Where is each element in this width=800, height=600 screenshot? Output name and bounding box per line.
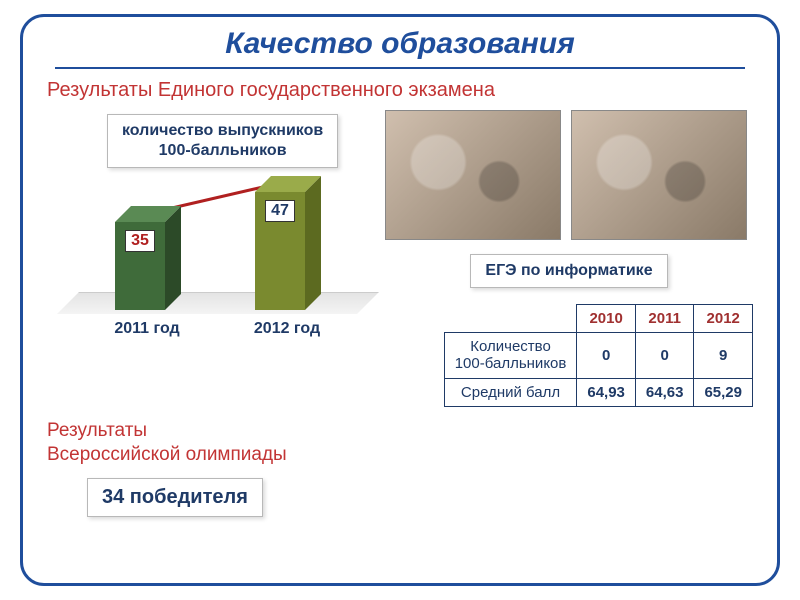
cell-1-1: 64,63 — [635, 378, 694, 406]
row-label-1: Средний балл — [444, 378, 577, 406]
results-table: 2010 2011 2012 Количество 100-балльников… — [444, 304, 753, 407]
bar-chart: количество выпускников 100-балльников 35 — [47, 114, 377, 344]
row-label-0: Количество 100-балльников — [444, 333, 577, 379]
subtitle: Результаты Единого государственного экза… — [47, 79, 753, 102]
winners-box: 34 победителя — [87, 478, 263, 517]
x-label-0: 2011 год — [77, 320, 217, 338]
olymp-line2: Всероссийской олимпиады — [47, 443, 753, 468]
table-row: Средний балл 64,93 64,63 65,29 — [444, 378, 752, 406]
table-row: Количество 100-балльников 0 0 9 — [444, 333, 752, 379]
th-2012: 2012 — [694, 305, 753, 333]
cell-0-0: 0 — [577, 333, 636, 379]
content-row: количество выпускников 100-балльников 35 — [47, 110, 753, 407]
table-corner — [444, 305, 577, 333]
slide-frame: Качество образования Результаты Единого … — [20, 14, 780, 586]
table-header-row: 2010 2011 2012 — [444, 305, 752, 333]
divider — [55, 67, 745, 69]
chart-bars: 35 47 — [77, 160, 367, 310]
chart-x-labels: 2011 год 2012 год — [77, 320, 367, 338]
chart-caption-line1: количество выпускников — [122, 121, 323, 141]
bar-value-2012: 47 — [265, 200, 295, 222]
photos-row — [385, 110, 753, 240]
cell-0-2: 9 — [694, 333, 753, 379]
right-column: ЕГЭ по информатике 2010 2011 2012 Количе… — [385, 110, 753, 407]
th-2011: 2011 — [635, 305, 694, 333]
photo-1 — [385, 110, 561, 240]
cell-1-2: 65,29 — [694, 378, 753, 406]
olymp-line1: Результаты — [47, 419, 753, 444]
cell-1-0: 64,93 — [577, 378, 636, 406]
chart-caption-line2: 100-балльников — [122, 141, 323, 161]
th-2010: 2010 — [577, 305, 636, 333]
page-title: Качество образования — [47, 27, 753, 61]
photo-2 — [571, 110, 747, 240]
cell-0-1: 0 — [635, 333, 694, 379]
x-label-1: 2012 год — [217, 320, 357, 338]
olympiad-text: Результаты Всероссийской олимпиады — [47, 419, 753, 468]
bar-value-2011: 35 — [125, 230, 155, 252]
ege-label-box: ЕГЭ по информатике — [470, 254, 667, 288]
